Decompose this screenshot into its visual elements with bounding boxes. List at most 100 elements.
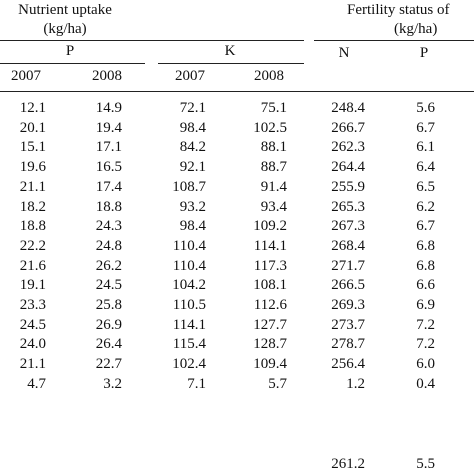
table-cell: 255.9 xyxy=(331,178,365,195)
rule-p-group xyxy=(0,63,145,64)
table-cell: 102.4 xyxy=(172,356,206,373)
table-cell: 6.2 xyxy=(416,198,435,215)
table-cell: 6.8 xyxy=(416,257,435,274)
table-cell: 6.5 xyxy=(416,178,435,195)
table-cell: 92.1 xyxy=(179,159,206,176)
table-cell: 266.7 xyxy=(331,119,365,136)
table-cell: 6.1 xyxy=(416,139,435,156)
footer-cell-p: 5.5 xyxy=(416,456,435,472)
table-cell: 0.4 xyxy=(416,375,435,392)
table-cell: 72.1 xyxy=(179,100,206,116)
table-cell: 117.3 xyxy=(253,257,287,274)
table-cell: 266.5 xyxy=(331,277,365,294)
table-cell: 102.5 xyxy=(253,119,287,136)
table-cell: 21.1 xyxy=(19,356,46,373)
table-cell: 273.7 xyxy=(331,316,365,333)
table-cell: 26.4 xyxy=(95,336,122,353)
table-cell: 264.4 xyxy=(331,159,365,176)
fertility-status-title: Fertility status of xyxy=(347,2,450,18)
table-cell: 18.2 xyxy=(19,198,46,215)
table-cell: 112.6 xyxy=(253,297,287,313)
table-cell: 98.4 xyxy=(179,119,206,136)
table-cell: 6.9 xyxy=(416,297,435,313)
table-cell: 114.1 xyxy=(253,237,287,254)
table-cell: 3.2 xyxy=(103,375,122,392)
col-p-fertility-header: P xyxy=(419,45,429,61)
table-cell: 93.4 xyxy=(260,198,287,215)
table-cell: 4.7 xyxy=(27,375,46,392)
table-cell: 21.1 xyxy=(19,178,46,195)
table-cell: 18.8 xyxy=(95,198,122,215)
table-cell: 6.4 xyxy=(416,159,435,176)
table-cell: 24.5 xyxy=(95,277,122,294)
rule-k-group xyxy=(158,63,304,64)
table-cell: 6.7 xyxy=(416,218,435,235)
rule-nutrient-uptake xyxy=(0,40,304,41)
table-cell: 1.2 xyxy=(346,375,365,392)
table-cell: 7.2 xyxy=(416,336,435,353)
table-cell: 5.6 xyxy=(416,100,435,116)
table-cell: 265.3 xyxy=(331,198,365,215)
table-cell: 25.8 xyxy=(95,297,122,313)
table-cell: 104.2 xyxy=(172,277,206,294)
table-cell: 14.9 xyxy=(95,100,122,116)
table-cell: 127.7 xyxy=(253,316,287,333)
table-cell: 278.7 xyxy=(331,336,365,353)
table-cell: 110.4 xyxy=(172,237,206,254)
table-cell: 91.4 xyxy=(260,178,287,195)
table-cell: 24.8 xyxy=(95,237,122,254)
fertility-status-unit: (kg/ha) xyxy=(394,21,438,37)
table-cell: 24.0 xyxy=(19,336,46,353)
table-cell: 271.7 xyxy=(331,257,365,274)
table-cell: 22.7 xyxy=(95,356,122,373)
table-cell: 24.3 xyxy=(95,218,122,235)
table-cell: 267.3 xyxy=(331,218,365,235)
table-cell: 88.1 xyxy=(260,139,287,156)
col-n-fertility-header: N xyxy=(338,45,350,61)
table-cell: 26.9 xyxy=(95,316,122,333)
table-cell: 6.6 xyxy=(416,277,435,294)
table-cell: 84.2 xyxy=(179,139,206,156)
table-cell: 17.4 xyxy=(95,178,122,195)
table-cell: 108.7 xyxy=(172,178,206,195)
table-cell: 268.4 xyxy=(331,237,365,254)
table-cell: 19.6 xyxy=(19,159,46,176)
table-cell: 248.4 xyxy=(331,100,365,116)
col-p-header: P xyxy=(65,43,75,59)
nutrient-uptake-title: Nutrient uptake xyxy=(18,2,112,18)
table-cell: 19.1 xyxy=(19,277,46,294)
table-cell: 109.4 xyxy=(253,356,287,373)
col-k-header: K xyxy=(224,43,236,59)
table-cell: 88.7 xyxy=(260,159,287,176)
table-cell: 26.2 xyxy=(95,257,122,274)
table-cell: 110.4 xyxy=(172,257,206,274)
table-cell: 6.0 xyxy=(416,356,435,373)
year-k-2008: 2008 xyxy=(254,68,284,84)
table-cell: 256.4 xyxy=(331,356,365,373)
table-cell: 15.1 xyxy=(19,139,46,156)
rule-header-bottom xyxy=(0,91,474,92)
rule-fertility-status xyxy=(314,40,474,41)
table-cell: 5.7 xyxy=(268,375,287,392)
table-cell: 109.2 xyxy=(253,218,287,235)
table-cell: 23.3 xyxy=(19,297,46,313)
table-cell: 108.1 xyxy=(253,277,287,294)
table-cell: 22.2 xyxy=(19,237,46,254)
table-cell: 93.2 xyxy=(179,198,206,215)
table-cell: 128.7 xyxy=(253,336,287,353)
table-cell: 6.8 xyxy=(416,237,435,254)
table-cell: 24.5 xyxy=(19,316,46,333)
table-cell: 17.1 xyxy=(95,139,122,156)
footer-cell-n: 261.2 xyxy=(331,456,365,472)
table-cell: 98.4 xyxy=(179,218,206,235)
table-cell: 75.1 xyxy=(260,100,287,116)
table-cell: 7.2 xyxy=(416,316,435,333)
nutrient-uptake-unit: (kg/ha) xyxy=(43,21,87,37)
table-cell: 18.8 xyxy=(19,218,46,235)
table-cell: 269.3 xyxy=(331,297,365,313)
table-cell: 115.4 xyxy=(172,336,206,353)
table-cell: 110.5 xyxy=(172,297,206,313)
table-cell: 262.3 xyxy=(331,139,365,156)
table-cell: 114.1 xyxy=(172,316,206,333)
table-cell: 12.1 xyxy=(19,100,46,116)
